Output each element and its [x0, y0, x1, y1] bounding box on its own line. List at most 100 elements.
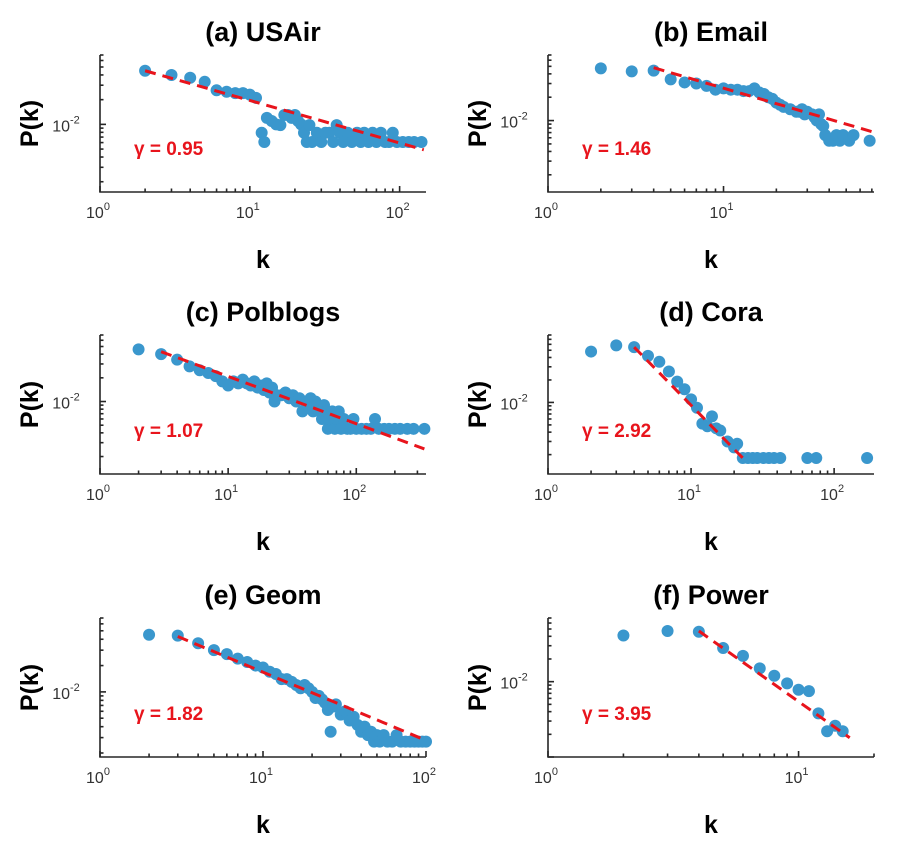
- data-point: [863, 134, 876, 147]
- x-tick-base: 10: [534, 487, 552, 504]
- x-tick-base: 10: [214, 487, 232, 504]
- fit-line: [160, 350, 425, 451]
- y-tick-label: 10-2: [500, 672, 528, 693]
- data-point: [610, 339, 623, 352]
- x-tick-base: 10: [412, 770, 430, 787]
- x-tick-label: 100: [86, 483, 110, 504]
- panel-title: (f) Power: [653, 580, 769, 610]
- panel-title: (a) USAir: [205, 17, 321, 47]
- data-point: [255, 126, 268, 139]
- x-axis-label: k: [704, 528, 718, 556]
- data-point: [337, 135, 350, 148]
- x-tick-base: 10: [534, 205, 552, 222]
- data-point: [315, 135, 328, 148]
- x-tick-exponent: 0: [104, 201, 110, 213]
- x-tick-exponent: 2: [360, 483, 366, 495]
- data-point: [327, 135, 340, 148]
- x-tick-label: 100: [534, 201, 558, 222]
- data-point: [617, 629, 630, 642]
- y-tick-exponent: -2: [518, 392, 528, 404]
- data-point: [792, 683, 805, 696]
- x-axis-label: k: [256, 811, 270, 839]
- data-point: [198, 75, 211, 88]
- data-point: [690, 401, 703, 414]
- x-tick-exponent: 0: [552, 766, 558, 778]
- x-tick-base: 10: [249, 770, 267, 787]
- data-point: [801, 452, 814, 465]
- data-point: [731, 437, 744, 450]
- x-tick-label: 101: [677, 483, 701, 504]
- data-point: [647, 64, 660, 77]
- data-point: [661, 625, 674, 638]
- data-point: [171, 353, 184, 366]
- panel-title: (b) Email: [654, 17, 768, 47]
- x-axis-label: k: [704, 246, 718, 274]
- data-point: [802, 685, 815, 698]
- data-point: [678, 383, 691, 396]
- x-tick-base: 10: [534, 770, 552, 787]
- x-tick-base: 10: [710, 205, 728, 222]
- axis-lines: [99, 55, 426, 193]
- data-point: [337, 412, 350, 425]
- x-tick-base: 10: [677, 487, 695, 504]
- data-point: [310, 126, 323, 139]
- x-tick-base: 10: [86, 487, 104, 504]
- y-tick-base: 10: [52, 396, 70, 413]
- data-point: [817, 120, 830, 133]
- x-tick-exponent: 1: [802, 766, 808, 778]
- data-point: [753, 662, 766, 675]
- data-point: [813, 108, 826, 121]
- x-tick-label: 101: [236, 201, 260, 222]
- data-point: [705, 410, 718, 423]
- fit-line: [177, 635, 423, 741]
- y-tick-label: 10-2: [52, 114, 80, 135]
- y-tick-base: 10: [500, 676, 518, 693]
- fit-line: [633, 346, 744, 460]
- panel-title: (c) Polblogs: [186, 297, 341, 327]
- x-tick-label: 101: [214, 483, 238, 504]
- gamma-annotation: γ = 1.07: [134, 421, 203, 442]
- data-point: [358, 126, 371, 139]
- data-point: [781, 677, 794, 690]
- data-point: [774, 452, 787, 465]
- x-tick-base: 10: [342, 487, 360, 504]
- y-tick-base: 10: [500, 115, 518, 132]
- data-point: [370, 135, 383, 148]
- y-tick-label: 10-2: [500, 392, 528, 413]
- data-point: [184, 71, 197, 84]
- fit-line: [697, 629, 851, 739]
- x-tick-exponent: 1: [254, 201, 260, 213]
- y-tick-label: 10-2: [52, 682, 80, 703]
- y-tick-exponent: -2: [70, 392, 80, 404]
- x-tick-exponent: 0: [552, 483, 558, 495]
- data-point: [324, 725, 337, 738]
- y-tick-exponent: -2: [70, 114, 80, 126]
- data-point: [662, 365, 675, 378]
- data-point: [810, 452, 823, 465]
- y-tick-label: 10-2: [52, 392, 80, 413]
- x-tick-label: 102: [342, 483, 366, 504]
- x-axis-label: k: [256, 528, 270, 556]
- data-point: [625, 65, 638, 78]
- x-tick-exponent: 1: [695, 483, 701, 495]
- y-axis-label: P(k): [464, 664, 492, 711]
- data-point: [183, 360, 196, 373]
- x-tick-label: 102: [412, 766, 436, 787]
- x-tick-label: 101: [249, 766, 273, 787]
- x-tick-exponent: 2: [838, 483, 844, 495]
- data-point: [641, 349, 654, 362]
- data-point: [768, 669, 781, 682]
- data-point: [132, 343, 145, 356]
- axis-lines: [547, 335, 874, 475]
- x-tick-base: 10: [386, 205, 404, 222]
- gamma-annotation: γ = 2.92: [582, 421, 651, 442]
- data-point: [274, 119, 287, 132]
- x-tick-exponent: 1: [727, 201, 733, 213]
- gamma-annotation: γ = 0.95: [134, 139, 204, 160]
- x-tick-exponent: 0: [552, 201, 558, 213]
